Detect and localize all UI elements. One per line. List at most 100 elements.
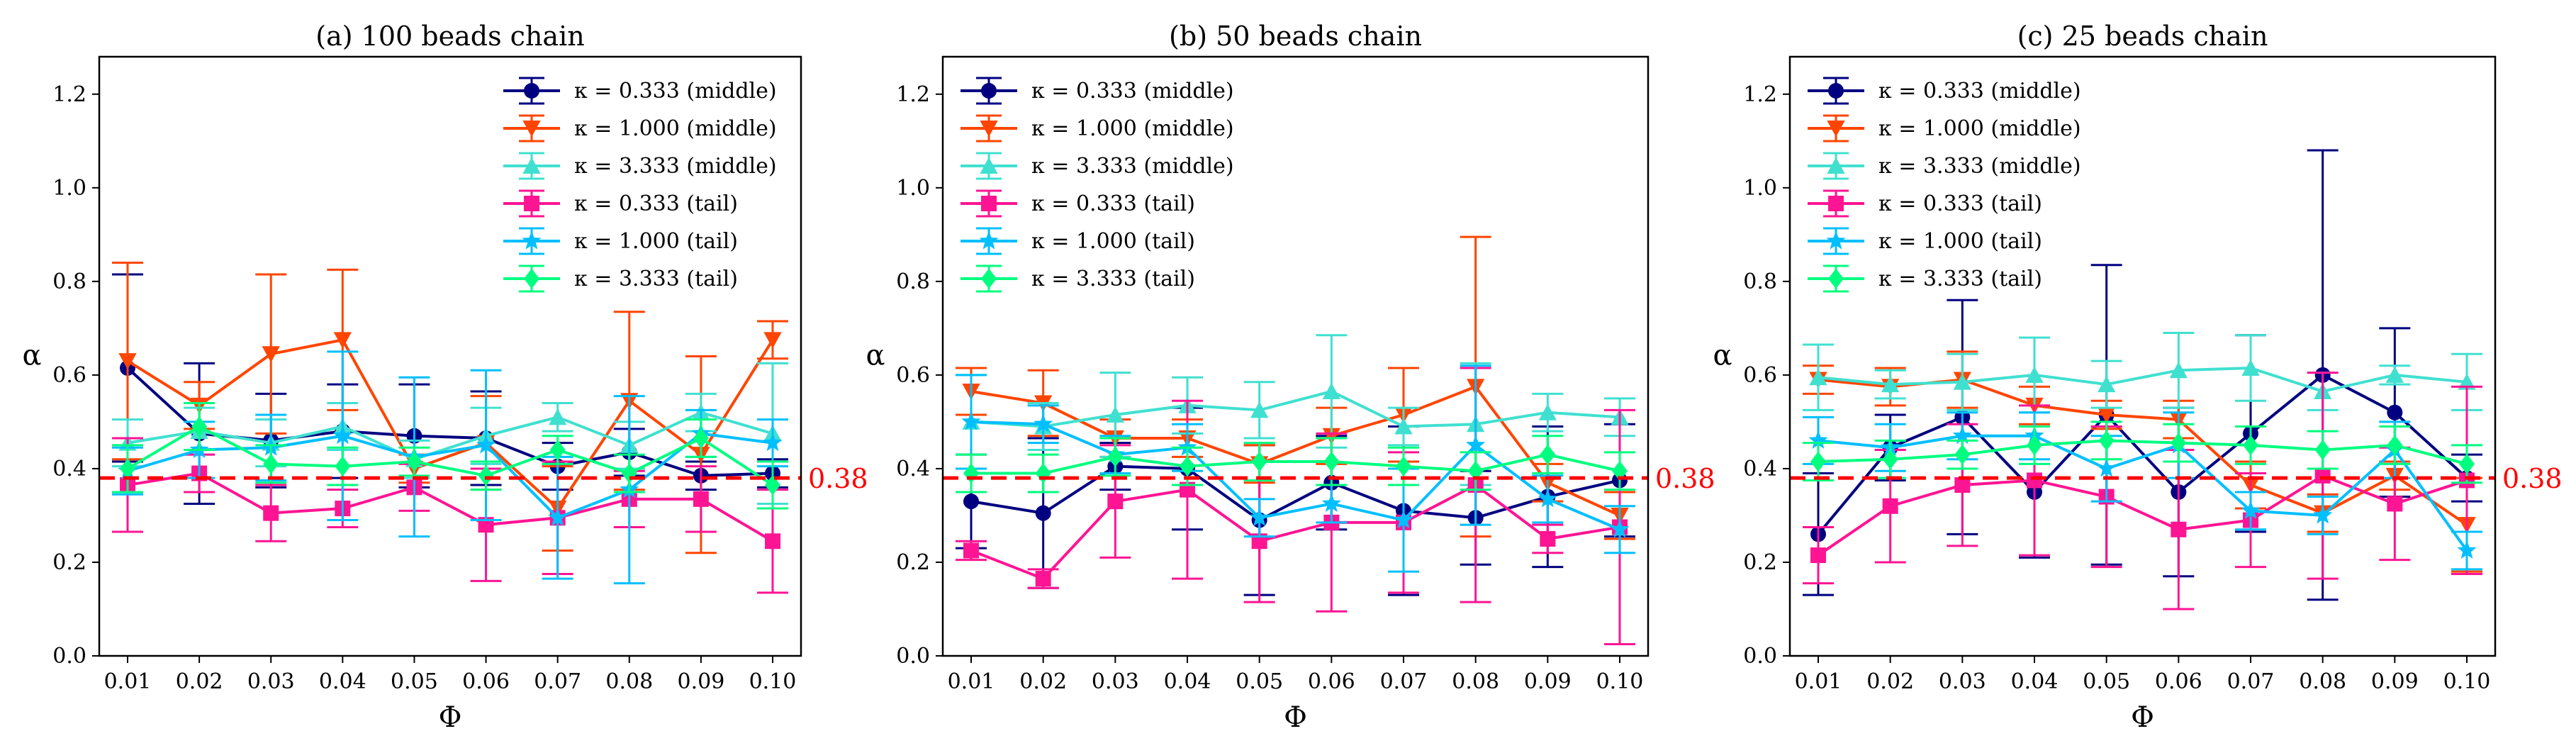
data-point [1322, 382, 1340, 400]
series-line [1818, 366, 2468, 394]
data-point [963, 494, 979, 510]
legend-marker [524, 268, 539, 289]
legend-item: κ = 3.333 (tail) [503, 264, 738, 293]
x-axis-label: Φ [2131, 701, 2154, 734]
data-point [332, 425, 352, 445]
x-tick-label: 0.08 [605, 669, 653, 694]
data-point [2243, 435, 2258, 456]
x-tick-label: 0.04 [2011, 669, 2059, 694]
x-tick-label: 0.06 [2155, 669, 2202, 694]
y-tick-label: 0.4 [1743, 457, 1777, 481]
y-tick-label: 0.0 [52, 644, 86, 669]
series-4 [1803, 372, 2482, 610]
legend-marker [1827, 121, 1845, 138]
data-point [1107, 494, 1124, 510]
legend-item: κ = 0.333 (tail) [961, 189, 1195, 218]
data-point [1321, 494, 1341, 513]
series-line [127, 411, 773, 461]
legend-marker [980, 157, 998, 174]
data-point [1882, 498, 1898, 514]
legend-marker [1826, 230, 1846, 250]
legend-item: κ = 3.333 (middle) [1808, 152, 2081, 180]
data-point [1394, 418, 1413, 435]
y-axis-label: α [22, 340, 41, 372]
y-tick-label: 1.0 [896, 176, 930, 201]
data-point [2098, 407, 2116, 424]
data-point [2169, 362, 2188, 379]
data-point [1035, 463, 1051, 484]
data-point [118, 353, 137, 370]
data-point [693, 491, 709, 507]
x-tick-label: 0.01 [1795, 669, 1842, 694]
x-tick-label: 0.02 [176, 669, 223, 694]
data-point [549, 408, 567, 425]
data-point [2314, 467, 2331, 484]
y-tick-label: 0.6 [896, 363, 930, 388]
data-point [1180, 456, 1195, 476]
x-tick-label: 0.10 [2443, 669, 2491, 694]
panel-title: (a) 100 beads chain [315, 21, 584, 52]
data-point [2098, 376, 2116, 393]
legend-label: κ = 0.333 (middle) [574, 79, 777, 104]
data-point [1953, 373, 1971, 390]
reference-line-label: 0.38 [808, 463, 868, 494]
y-tick-label: 0.4 [896, 457, 930, 481]
data-point [1954, 444, 1971, 465]
legend-marker [981, 268, 997, 289]
data-point [2314, 440, 2331, 460]
data-point [1881, 376, 1900, 393]
data-point [1538, 489, 1557, 508]
legend-item: κ = 3.333 (middle) [961, 152, 1234, 180]
series-line [970, 483, 1620, 581]
legend-label: κ = 0.333 (middle) [1031, 79, 1234, 104]
legend-marker [522, 230, 542, 250]
legend: κ = 0.333 (middle) κ = 1.000 (middle) κ = … [1808, 77, 2081, 293]
data-point [476, 435, 496, 454]
legend-marker [980, 121, 998, 138]
x-tick-label: 0.02 [1019, 669, 1067, 694]
data-point [1034, 413, 1053, 433]
series-line [970, 420, 1620, 531]
series-line [1818, 434, 2468, 552]
data-point [2387, 435, 2403, 456]
data-point [693, 428, 709, 449]
legend-item: κ = 0.333 (tail) [503, 189, 738, 218]
y-tick-label: 0.8 [1743, 269, 1777, 294]
data-point [2457, 540, 2477, 559]
x-tick-label: 0.06 [462, 669, 510, 694]
legend-marker [979, 230, 999, 250]
series-line [971, 453, 1620, 475]
legend-marker [522, 121, 541, 138]
series-3 [1803, 331, 2482, 414]
legend-item: κ = 3.333 (tail) [961, 264, 1195, 293]
data-point [1250, 507, 1270, 526]
data-point [1540, 444, 1556, 465]
legend-label: κ = 1.000 (tail) [1031, 229, 1195, 254]
data-point [2171, 521, 2187, 537]
plot-frame [1788, 55, 2497, 657]
data-point [1250, 401, 1269, 418]
y-tick-label: 0.2 [896, 550, 930, 575]
legend-label: κ = 3.333 (tail) [574, 267, 738, 291]
data-point [1251, 451, 1267, 472]
data-point [961, 411, 981, 430]
y-axis-label: α [866, 340, 885, 372]
data-point [478, 465, 494, 486]
data-point [1540, 530, 1556, 547]
series-line [970, 464, 1620, 522]
data-point [2313, 505, 2333, 524]
data-point [1394, 510, 1413, 529]
legend-item: κ = 0.333 (middle) [1808, 77, 2081, 105]
y-tick-label: 0.4 [52, 457, 86, 481]
y-tick-label: 0.2 [52, 550, 86, 575]
series-line [1818, 439, 2468, 466]
x-axis-label: Φ [1284, 701, 1307, 734]
legend-label: κ = 1.000 (middle) [1031, 116, 1234, 141]
data-point [2387, 404, 2403, 420]
legend-item: κ = 1.000 (middle) [1808, 114, 2081, 143]
legend: κ = 0.333 (middle) κ = 1.000 (middle) κ = … [961, 77, 1234, 293]
series-6 [112, 402, 788, 510]
x-tick-label: 0.08 [2299, 669, 2346, 694]
data-point [2459, 454, 2475, 474]
data-point [1808, 430, 1828, 449]
